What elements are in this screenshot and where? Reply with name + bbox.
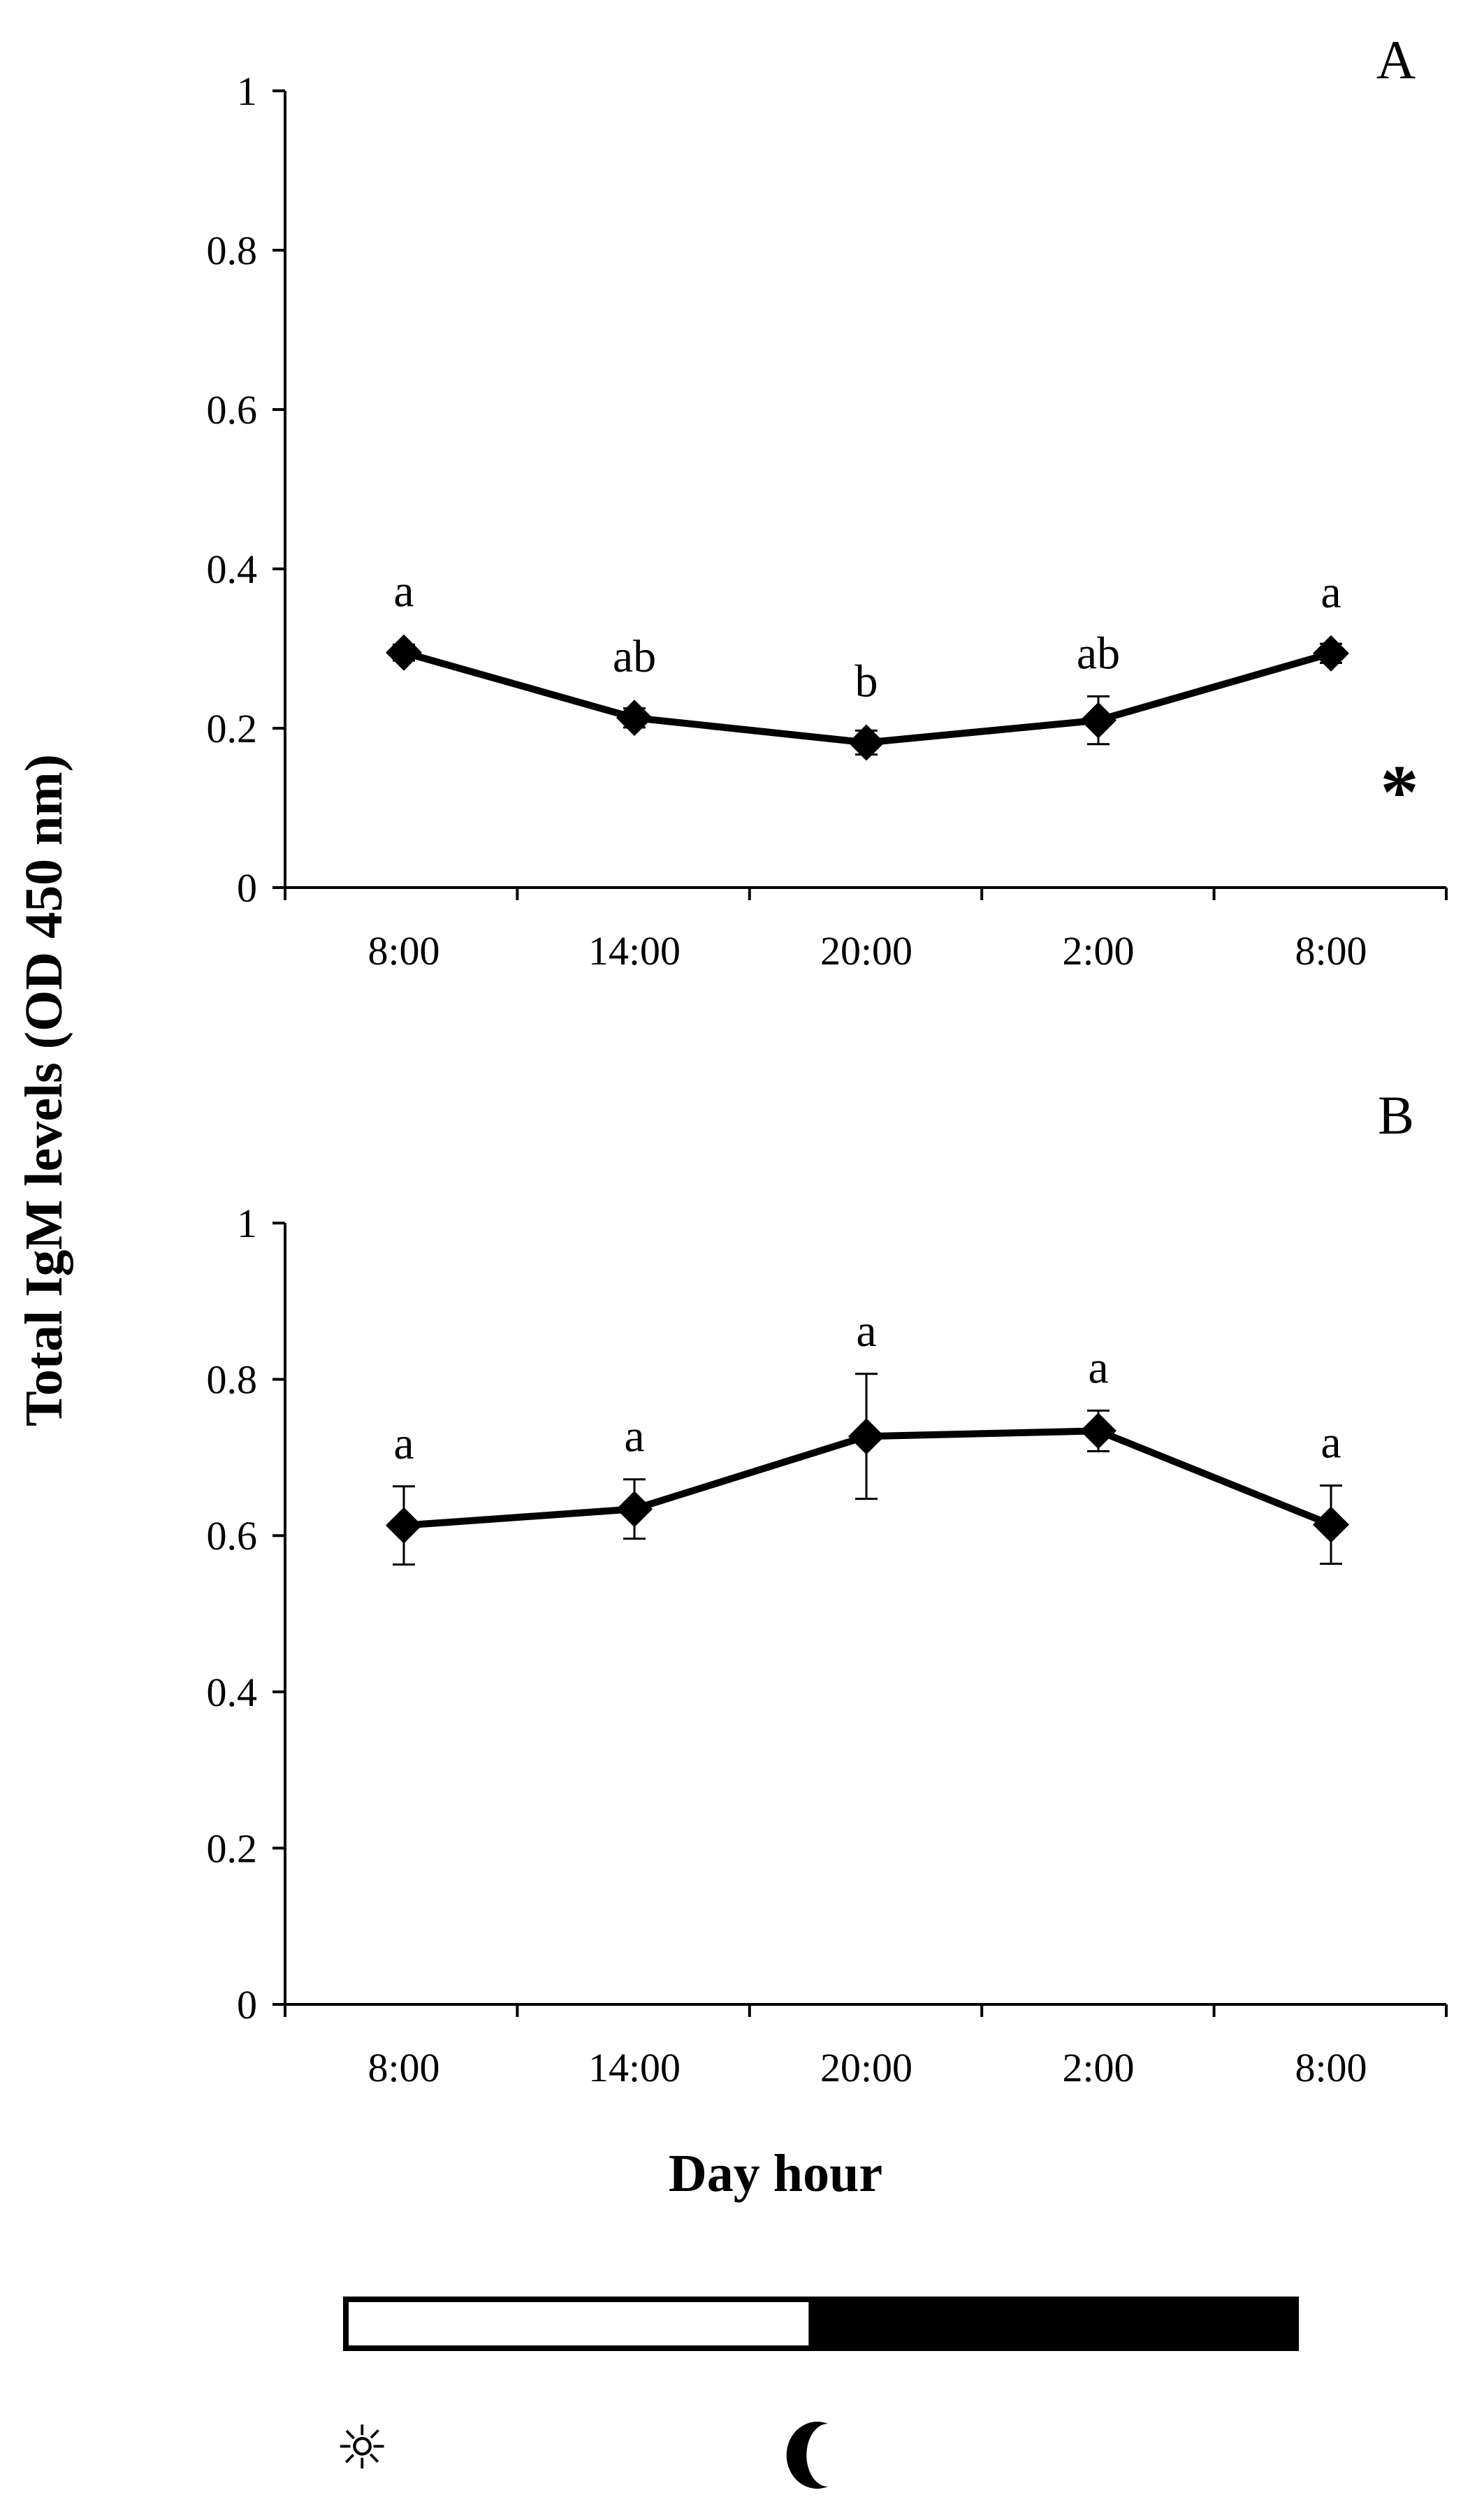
moon-icon — [786, 2422, 828, 2489]
x-tick-label: 14:00 — [588, 2045, 681, 2090]
x-tick-label: 8:00 — [368, 928, 439, 974]
panel-b: B 0 0.2 0.4 0.6 0.8 1 8:00 14:00 20:00 2:00 8:00 a a a… — [207, 1085, 1448, 2090]
significance-asterisk: * — [1381, 749, 1419, 834]
dark-phase-bar — [808, 2297, 1299, 2351]
y-tick-label: 0.2 — [207, 706, 258, 751]
panel-a: A00.20.40.60.818:00 14:00 20:00 2:00 8:00aab… — [207, 29, 1448, 974]
significance-letter: a — [1088, 1342, 1108, 1393]
data-point — [616, 700, 653, 737]
x-tick-label: 8:00 — [368, 2045, 439, 2090]
y-tick-label: 0 — [237, 865, 257, 911]
y-tick-label: 0.8 — [207, 1357, 258, 1403]
significance-letter: a — [393, 1418, 414, 1469]
y-axis-title: Total IgM levels (OD 450 nm) — [15, 754, 73, 1426]
data-point — [386, 634, 422, 671]
significance-letter: a — [856, 1306, 876, 1357]
significance-letter: ab — [613, 631, 656, 682]
significance-letter: ab — [1077, 628, 1120, 679]
sun-icon: ☼ — [335, 2413, 388, 2483]
data-point — [1080, 1412, 1116, 1449]
y-tick-label: 0.4 — [207, 547, 258, 592]
x-tick-label: 14:00 — [588, 928, 681, 974]
data-point — [848, 724, 885, 761]
x-axis-title: Day hour — [669, 2144, 882, 2203]
y-tick-label: 0.6 — [207, 1513, 258, 1559]
x-tick-label: 2:00 — [1062, 928, 1134, 974]
y-tick-label: 0.2 — [207, 1825, 258, 1871]
x-tick-label: 8:00 — [1295, 928, 1367, 974]
data-point — [616, 1491, 653, 1528]
y-tick-label: 0.4 — [207, 1670, 258, 1715]
x-tick-label: 20:00 — [820, 2045, 912, 2090]
significance-letter: a — [393, 566, 414, 617]
svg-text:☼: ☼ — [335, 2413, 388, 2483]
data-point — [386, 1507, 422, 1544]
y-tick-label: 0.8 — [207, 228, 258, 273]
x-tick-label: 2:00 — [1062, 2045, 1134, 2090]
y-tick-label: 1 — [237, 1201, 257, 1246]
x-tick-label: 20:00 — [820, 928, 912, 974]
panel-label: A — [1376, 29, 1416, 90]
y-tick-label: 0 — [237, 1982, 257, 2027]
light-phase-bar — [343, 2297, 815, 2351]
significance-letter: b — [855, 656, 878, 707]
significance-letter: a — [1321, 1417, 1341, 1468]
data-point — [1313, 1506, 1349, 1543]
data-point — [848, 1418, 885, 1455]
significance-letter: a — [624, 1411, 644, 1462]
panel-label: B — [1378, 1085, 1414, 1145]
data-point — [1080, 702, 1116, 739]
photoperiod-bar — [343, 2297, 1299, 2351]
data-point — [1313, 635, 1349, 672]
significance-letter: a — [1321, 567, 1341, 618]
y-tick-label: 0.6 — [207, 387, 258, 433]
x-tick-label: 8:00 — [1295, 2045, 1367, 2090]
y-tick-label: 1 — [237, 68, 257, 114]
